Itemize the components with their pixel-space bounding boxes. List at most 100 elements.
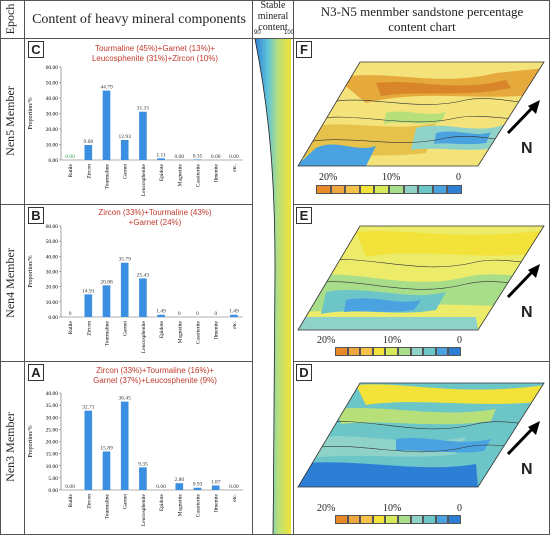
divider-row1-map bbox=[293, 204, 550, 205]
category-label: Rutile bbox=[68, 493, 74, 507]
map-header: N3-N5 menmber sandstone percentage conte… bbox=[294, 4, 550, 34]
data-label: 0.93 bbox=[193, 482, 203, 488]
y-tick-label: 50.00 bbox=[46, 81, 59, 87]
data-label: 15.89 bbox=[100, 445, 113, 451]
category-label: Epidote bbox=[159, 163, 165, 181]
contour-map-nen4 bbox=[297, 225, 545, 331]
stable-content-curve bbox=[254, 39, 276, 534]
data-label: 0 bbox=[69, 311, 72, 317]
legend-swatch bbox=[423, 347, 436, 356]
data-label: 9.68 bbox=[83, 139, 93, 145]
data-label: 0 bbox=[178, 311, 181, 317]
data-label: 0.35 bbox=[193, 153, 203, 159]
data-label: 0.00 bbox=[211, 154, 221, 160]
legend-swatch bbox=[435, 347, 449, 356]
contour-map-nen5 bbox=[297, 61, 545, 167]
divider-header bbox=[0, 38, 550, 39]
data-label: 9.35 bbox=[138, 461, 148, 467]
bar bbox=[84, 410, 93, 490]
member-label-nen3: Nen3 Member bbox=[3, 412, 17, 482]
data-label: 0.00 bbox=[174, 154, 184, 160]
bar bbox=[175, 483, 184, 490]
legend-swatch bbox=[447, 185, 462, 194]
data-label: 35.79 bbox=[119, 257, 132, 263]
y-tick-label: 0.00 bbox=[48, 315, 58, 321]
y-tick-label: 30.00 bbox=[46, 112, 59, 118]
legend-swatch bbox=[372, 347, 386, 356]
bar bbox=[157, 314, 165, 317]
legend-swatch bbox=[410, 515, 424, 524]
bar bbox=[120, 401, 129, 490]
y-tick-label: 10.00 bbox=[46, 300, 59, 306]
data-label: 0.00 bbox=[65, 484, 75, 490]
legend-swatch bbox=[335, 515, 348, 524]
legend-swatch bbox=[374, 185, 389, 194]
legend-swatch bbox=[403, 185, 419, 194]
map-header-line1: N3-N5 menmber sandstone percentage bbox=[320, 4, 524, 19]
caption-nen3-line1: Zircon (33%)+Tourmaline (16%)+ bbox=[96, 366, 214, 375]
stable-mineral-strip bbox=[254, 39, 291, 534]
content-header: Content of heavy mineral components bbox=[32, 12, 246, 27]
bar bbox=[139, 278, 147, 317]
data-label: 44.79 bbox=[100, 85, 113, 91]
data-label: 12.93 bbox=[119, 134, 132, 140]
category-label: Magnetite bbox=[177, 163, 183, 186]
data-label: 1.87 bbox=[211, 479, 221, 485]
legend-swatch bbox=[410, 347, 424, 356]
legend-f-mid: 10% bbox=[382, 172, 401, 183]
legend-f-right: 0 bbox=[456, 172, 461, 183]
bar bbox=[211, 485, 220, 490]
legend-d-mid: 10% bbox=[383, 503, 402, 514]
bar bbox=[139, 467, 147, 490]
category-label: Cassiterite bbox=[196, 163, 202, 187]
legend-swatch bbox=[389, 185, 404, 194]
frame-left bbox=[0, 0, 1, 535]
legend-f-colorbar bbox=[316, 185, 462, 194]
category-label: Leucosphenite bbox=[141, 163, 147, 196]
y-tick-label: 10.00 bbox=[46, 464, 59, 470]
legend-swatch bbox=[330, 185, 346, 194]
panel-letter-d: D bbox=[296, 364, 312, 381]
y-tick-label: 5.00 bbox=[48, 476, 58, 482]
divider-charts bbox=[252, 0, 253, 535]
member-label-nen5: Nen5 Member bbox=[3, 86, 17, 156]
legend-swatch bbox=[423, 515, 436, 524]
y-tick-label: 0.00 bbox=[48, 158, 58, 164]
bar-chart-nen3: Proportion/% 0.00 5.00 10.00 15.00 20.00 25.00… bbox=[28, 391, 243, 526]
category-label: Magnetite bbox=[177, 493, 183, 516]
category-label: Tourmaline bbox=[105, 493, 111, 519]
bar bbox=[193, 159, 202, 160]
caption-nen3: Zircon (33%)+Tourmaline (16%)+ Garnet (3… bbox=[60, 366, 250, 386]
category-label: Zircon bbox=[86, 494, 92, 509]
category-label: Magnetite bbox=[177, 320, 183, 343]
y-tick-label: 0.00 bbox=[48, 488, 58, 494]
bar bbox=[102, 285, 111, 317]
caption-nen4-line1: Zircon (33%)+Tourmaline (43%) bbox=[98, 208, 212, 217]
data-label: 1.49 bbox=[156, 309, 166, 315]
data-label: 2.80 bbox=[174, 477, 184, 483]
data-label: 0 bbox=[214, 311, 217, 317]
category-label: Rutile bbox=[68, 163, 74, 177]
map-header-line2: content chart bbox=[388, 19, 456, 34]
north-arrowhead-e bbox=[528, 264, 540, 278]
y-tick-label: 50.00 bbox=[46, 239, 59, 245]
legend-d-left: 20% bbox=[317, 503, 336, 514]
stable-header: Stable mineral content bbox=[253, 0, 293, 33]
epoch-header: Epoch bbox=[3, 3, 17, 35]
north-arrow-d bbox=[506, 425, 536, 456]
stable-header-line3: content bbox=[258, 22, 288, 33]
y-tick-label: 40.00 bbox=[46, 391, 59, 397]
y-axis-label: Proportion/% bbox=[28, 425, 34, 457]
legend-swatch bbox=[432, 185, 448, 194]
category-label: Zircon bbox=[86, 321, 92, 336]
divider-row1 bbox=[0, 204, 252, 205]
contour-map-nen3 bbox=[297, 382, 545, 488]
caption-nen5-line2: Leucosphenite (31%)+Zircon (10%) bbox=[91, 54, 219, 63]
panel-letter-c: C bbox=[28, 41, 44, 58]
category-label: Epidote bbox=[159, 320, 165, 338]
data-label: 32.71 bbox=[82, 405, 95, 411]
y-tick-label: 30.00 bbox=[46, 415, 59, 421]
bar bbox=[139, 111, 147, 160]
bar bbox=[84, 144, 93, 160]
north-label-e: N bbox=[521, 304, 533, 321]
